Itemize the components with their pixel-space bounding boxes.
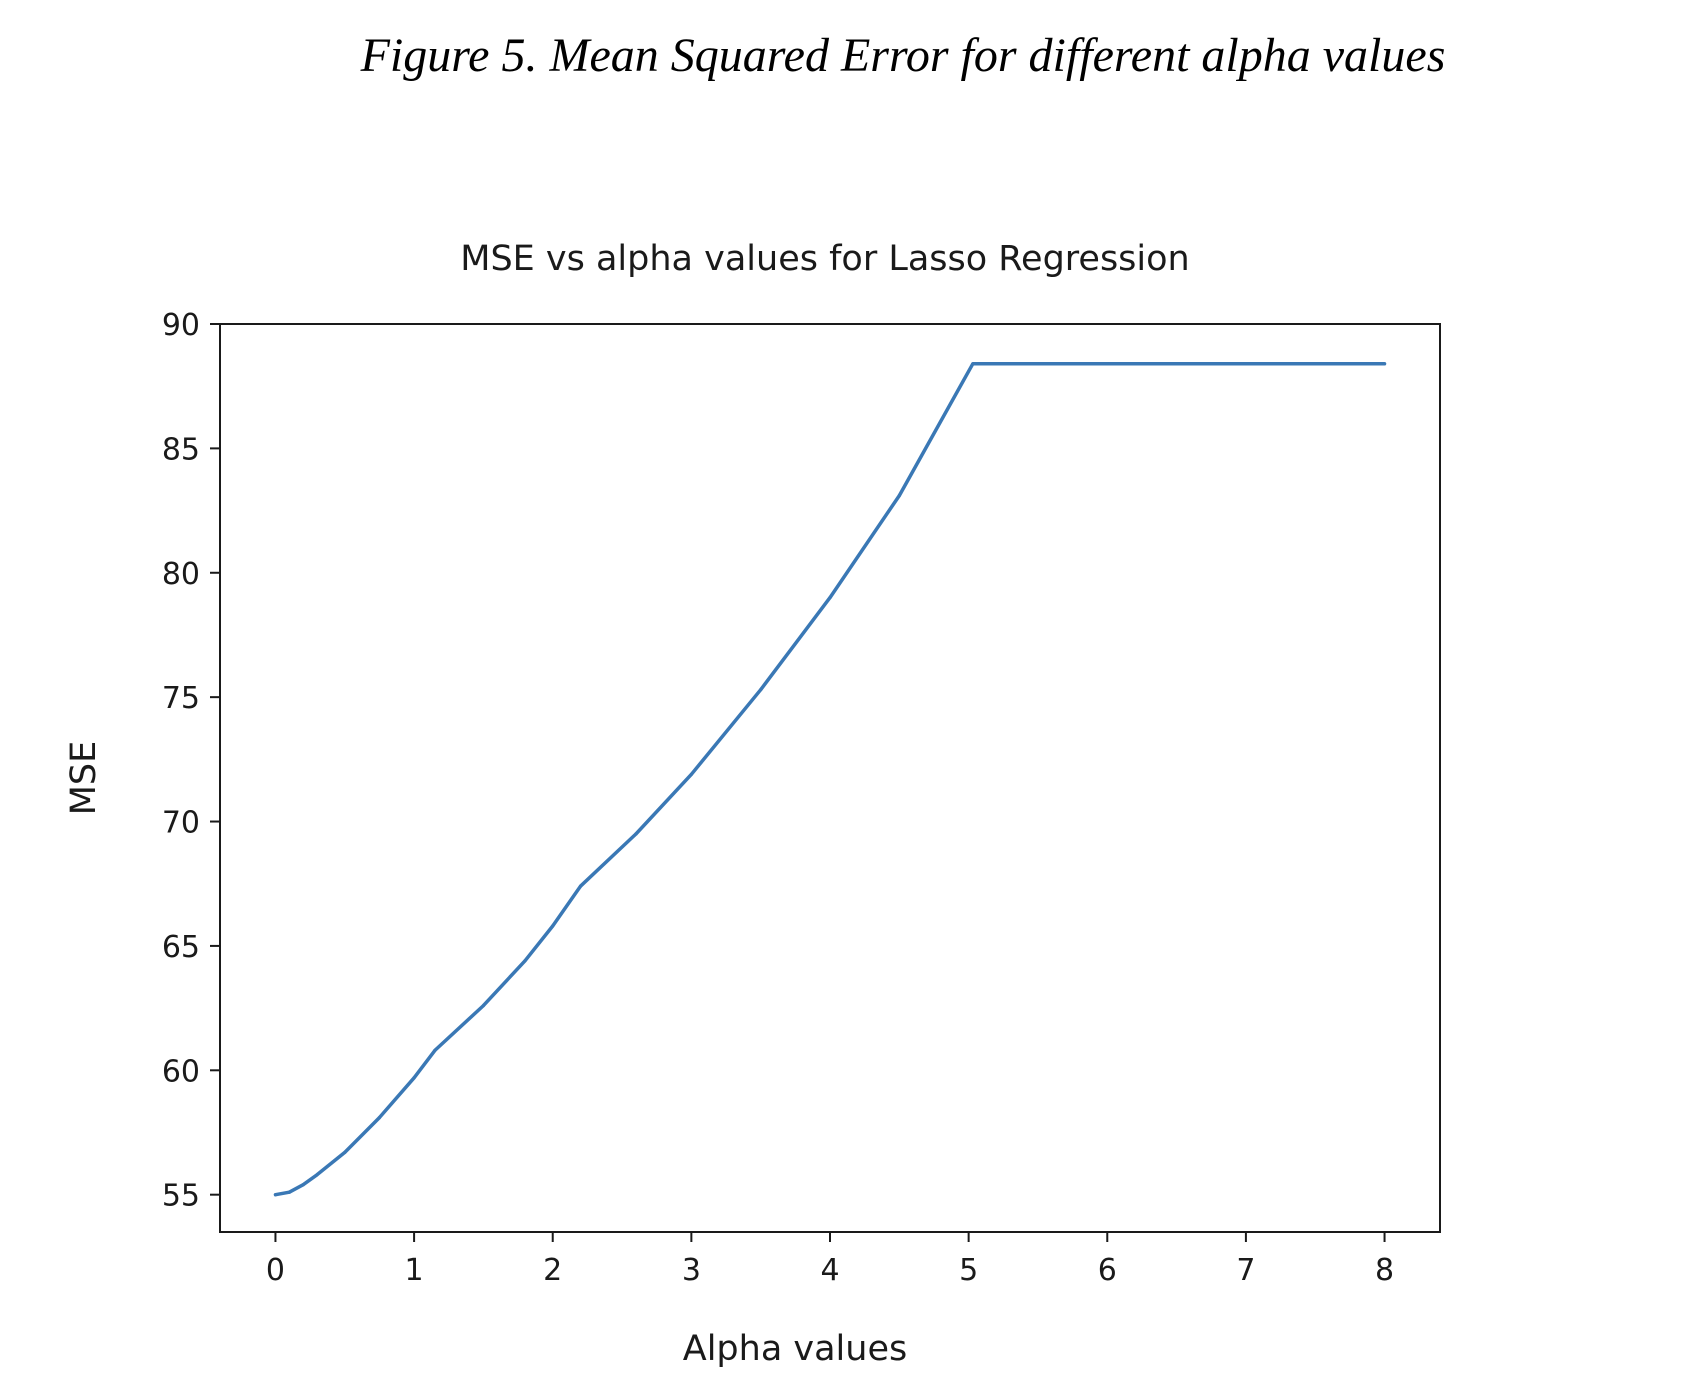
series-point (551, 924, 555, 928)
x-axis-label: Alpha values (683, 1329, 907, 1369)
series-point (343, 1150, 347, 1154)
series-point (273, 1193, 278, 1197)
y-tick-label: 55 (162, 1179, 200, 1214)
series-point (1382, 362, 1387, 366)
series-point (1105, 362, 1109, 366)
x-tick-label: 2 (543, 1253, 562, 1288)
x-tick-label: 8 (1375, 1253, 1394, 1288)
series-point (897, 494, 901, 498)
y-tick-label: 60 (162, 1054, 200, 1089)
chart-title: MSE vs alpha values for Lasso Regression (460, 239, 1189, 279)
series-point (578, 884, 583, 888)
series-point (433, 1048, 437, 1052)
series-point (287, 1190, 291, 1194)
series-point (523, 959, 527, 963)
series-point (377, 1116, 381, 1120)
x-tick-label: 5 (959, 1253, 978, 1288)
y-tick-label: 70 (162, 806, 200, 841)
x-tick-label: 6 (1098, 1253, 1117, 1288)
y-tick-label: 75 (162, 681, 200, 716)
x-axis: 0 1 2 3 4 5 6 7 8 (266, 1232, 1394, 1288)
y-axis: 55 60 65 70 75 80 85 90 (162, 308, 220, 1214)
x-tick-label: 0 (266, 1253, 285, 1288)
series-point (971, 362, 975, 366)
series-point (481, 1004, 485, 1008)
x-tick-label: 4 (820, 1253, 839, 1288)
series-points (273, 362, 1387, 1197)
series-point (1244, 362, 1248, 366)
plot-frame (219, 323, 1441, 1233)
series-point (301, 1183, 305, 1187)
y-tick-label: 80 (162, 557, 200, 592)
y-tick-label: 85 (162, 432, 200, 467)
y-tick-label: 65 (162, 930, 200, 965)
series-point (759, 688, 763, 692)
series-point (828, 596, 832, 600)
x-tick-label: 7 (1236, 1253, 1255, 1288)
y-tick-label: 90 (162, 308, 200, 343)
y-axis-label: MSE (64, 741, 104, 816)
series-point (1036, 362, 1040, 366)
series-point (689, 772, 694, 776)
mse-series-line (273, 362, 1387, 1197)
x-tick-label: 1 (405, 1253, 424, 1288)
figure-caption: Figure 5. Mean Squared Error for differe… (360, 29, 1446, 82)
x-tick-label: 3 (682, 1253, 701, 1288)
series-point (315, 1173, 319, 1177)
series-point (412, 1076, 416, 1080)
series-point (634, 832, 638, 836)
